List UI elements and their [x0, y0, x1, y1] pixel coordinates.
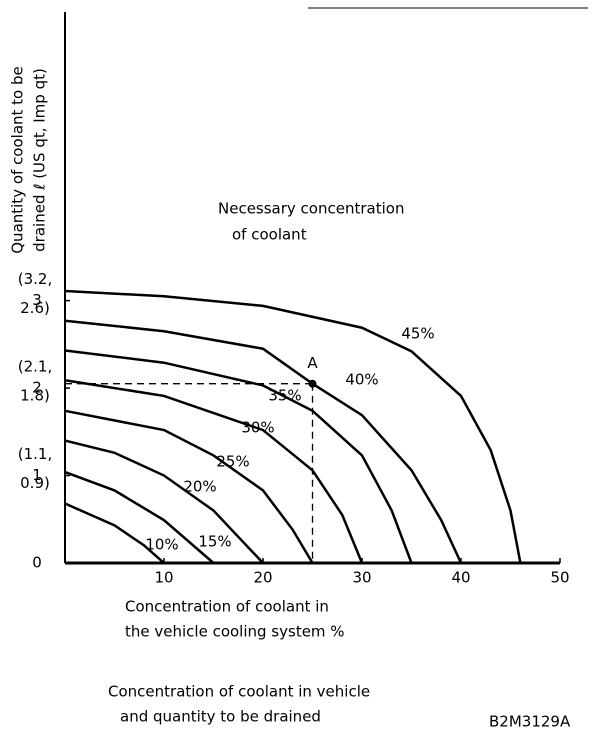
y-tick-label: 2 [32, 379, 42, 397]
curve-label: 40% [345, 371, 378, 389]
caption: and quantity to be drained [120, 708, 321, 726]
x-axis-title: Concentration of coolant in [125, 598, 329, 616]
curve [64, 502, 165, 564]
y-axis-title: drained ℓ (US qt, Imp qt) [31, 68, 49, 252]
caption: Concentration of coolant in vehicle [108, 683, 370, 701]
point-label: A [307, 354, 318, 372]
y-note: (3.2, [18, 270, 52, 288]
curve-label: 30% [241, 419, 274, 437]
curve-label: 15% [198, 533, 231, 551]
y-note: 2.6) [20, 299, 50, 317]
y-axis-title: Quantity of coolant to be [9, 66, 27, 254]
curve-label: 10% [145, 536, 178, 554]
x-tick-label: 50 [550, 569, 569, 587]
x-tick-label: 10 [154, 569, 173, 587]
annotation: Necessary concentration [218, 200, 404, 218]
y-tick-label: 0 [32, 554, 42, 572]
curve-label: 25% [216, 453, 249, 471]
curve [64, 439, 264, 564]
curve [64, 409, 314, 564]
point [308, 379, 317, 388]
x-axis-title: the vehicle cooling system % [125, 623, 345, 641]
curve-label: 20% [183, 478, 216, 496]
curve-label: 45% [401, 325, 434, 343]
y-note: 1.8) [20, 387, 50, 405]
curve [64, 470, 215, 564]
curve-label: 35% [268, 387, 301, 405]
y-tick-label: 1 [32, 466, 42, 484]
y-note: 0.9) [20, 474, 50, 492]
y-note: (1.1, [18, 445, 52, 463]
x-tick-label: 20 [253, 569, 272, 587]
y-note: (2.1, [18, 358, 52, 376]
x-tick-label: 40 [451, 569, 470, 587]
curve [64, 378, 364, 564]
curve [64, 289, 522, 564]
figure-code: B2M3129A [489, 713, 571, 731]
annotation: of coolant [232, 226, 307, 244]
curve [64, 319, 463, 564]
y-tick-label: 3 [32, 291, 42, 309]
x-tick-label: 30 [352, 569, 371, 587]
